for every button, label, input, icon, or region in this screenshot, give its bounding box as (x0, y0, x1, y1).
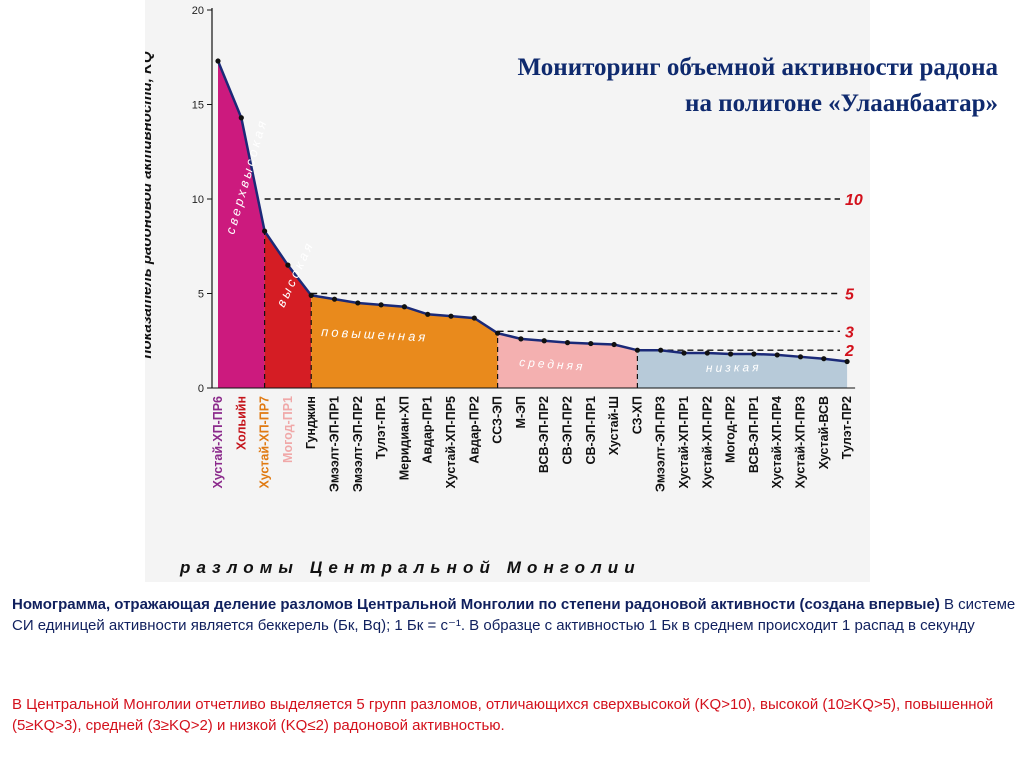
x-tick-label: Эмээлт-ЭП-ПР3 (654, 396, 668, 492)
zone-label: средняя (519, 355, 586, 374)
x-tick-label: Хустай-ХП-ПР6 (211, 396, 225, 488)
note-text: В Центральной Монголии отчетливо выделяе… (12, 696, 994, 734)
data-point (285, 262, 291, 268)
zone-area (218, 61, 265, 388)
zone-area (637, 350, 848, 388)
x-tick-label: Хустай-ХП-ПР1 (677, 396, 691, 488)
data-point (588, 340, 594, 347)
x-tick-label: СВ-ЭП-ПР2 (561, 396, 575, 465)
note: В Центральной Монголии отчетливо выделяе… (12, 694, 1016, 736)
zone-label: низкая (706, 360, 762, 375)
x-tick-label: Тулэт-ПР2 (840, 396, 854, 459)
caption: Номограмма, отражающая деление разломов … (12, 594, 1016, 636)
data-point (751, 351, 757, 357)
y-tick-label: 5 (198, 289, 204, 301)
x-tick-label: Авдар-ПР1 (421, 396, 435, 464)
x-tick-label: Хустай-ХП-ПР3 (794, 396, 808, 488)
series-line (216, 60, 848, 363)
data-point (704, 350, 710, 356)
zone-area (497, 333, 638, 388)
data-point (215, 58, 221, 64)
x-tick-labels: Хустай-ХП-ПР6 Хольийн Хустай-ХП-ПР7 Могод-П… (211, 396, 854, 492)
threshold-label: 3 (845, 324, 854, 341)
y-axis: 0 5 10 15 20 (192, 5, 856, 395)
x-tick-label: СВ-ЭП-ПР1 (584, 396, 598, 465)
x-tick-label: ССЗ-ЭП (491, 396, 505, 444)
data-point (262, 228, 268, 234)
y-tick-label: 0 (198, 383, 204, 395)
y-tick-label: 15 (192, 100, 204, 112)
data-point (728, 351, 734, 357)
caption-bold: Номограмма, отражающая деление разломов … (12, 596, 940, 613)
x-tick-label: Хустай-ХП-ПР4 (770, 396, 784, 488)
y-axis-title: показатель радоновой активности, KQ (145, 51, 155, 359)
x-tick-label: Эмээлт-ЭП-ПР2 (351, 396, 365, 492)
data-point (541, 338, 547, 344)
title-line-2: на полигоне «Улаанбаатар» (685, 90, 998, 117)
y-tick-label: 10 (192, 194, 204, 206)
data-point (658, 347, 664, 353)
data-point (355, 300, 361, 306)
threshold-label: 5 (845, 287, 855, 304)
data-point (797, 354, 804, 360)
x-tick-label: Могод-ПР2 (724, 396, 738, 463)
x-tick-label: Авдар-ПР2 (467, 396, 481, 464)
data-point (238, 115, 244, 121)
data-point (308, 292, 314, 298)
title-line-1: Мониторинг объемной активности радона (517, 54, 998, 81)
x-tick-label: Хольийн (234, 396, 248, 450)
y-tick-label: 20 (192, 5, 204, 17)
zone-area (264, 231, 312, 388)
x-tick-label: Эмээлт-ЭП-ПР1 (328, 396, 342, 492)
x-tick-label: Могод-ПР1 (281, 396, 295, 463)
x-tick-label: Хустай-ВСВ (817, 396, 831, 469)
nomogram-chart: 10 5 3 2 0 5 10 15 20 Хустай-ХП-ПР6 Хольийн Хуста… (145, 0, 870, 582)
data-point (634, 347, 640, 353)
x-tick-label: Хустай-ХП-ПР5 (444, 396, 458, 488)
data-point (401, 304, 407, 310)
data-point (681, 350, 687, 356)
x-tick-label: Хустай-ХП-ПР2 (700, 396, 714, 488)
x-tick-label: Меридиан-ХП (397, 396, 411, 480)
x-tick-label: СЗ-ХП (630, 396, 644, 434)
data-point (844, 358, 850, 365)
zone-areas (218, 61, 848, 388)
x-tick-label: Тулэт-ПР1 (374, 396, 388, 459)
data-point (774, 352, 780, 358)
data-point (611, 341, 617, 348)
zone-label: повышенная (321, 324, 429, 345)
x-tick-label: Хустай-ХП-ПР7 (258, 396, 272, 488)
data-point (331, 296, 338, 302)
data-point (425, 311, 431, 317)
data-point (495, 330, 501, 336)
x-tick-label: М-ЭП (514, 396, 528, 428)
x-axis-title: разломы Центральной Монголии (179, 558, 641, 577)
data-point (821, 356, 827, 362)
caption-rest: В системе СИ единицей активности являетс… (12, 596, 1016, 634)
x-tick-label: ВСВ-ЭП-ПР2 (537, 396, 551, 473)
data-point (471, 315, 477, 321)
x-tick-label: ВСВ-ЭП-ПР1 (747, 396, 761, 473)
data-point (518, 336, 524, 342)
data-point (378, 302, 384, 308)
page-title: Мониторинг объемной активности радона на… (298, 50, 998, 122)
data-point (448, 313, 454, 319)
threshold-label: 10 (845, 192, 863, 209)
data-point (564, 340, 571, 346)
threshold-lines: 10 5 3 2 (264, 192, 863, 360)
x-tick-label: Хустай-Ш (607, 396, 621, 455)
x-tick-label: Гунджин (304, 396, 318, 449)
data-line (215, 58, 850, 365)
threshold-label: 2 (844, 343, 854, 360)
